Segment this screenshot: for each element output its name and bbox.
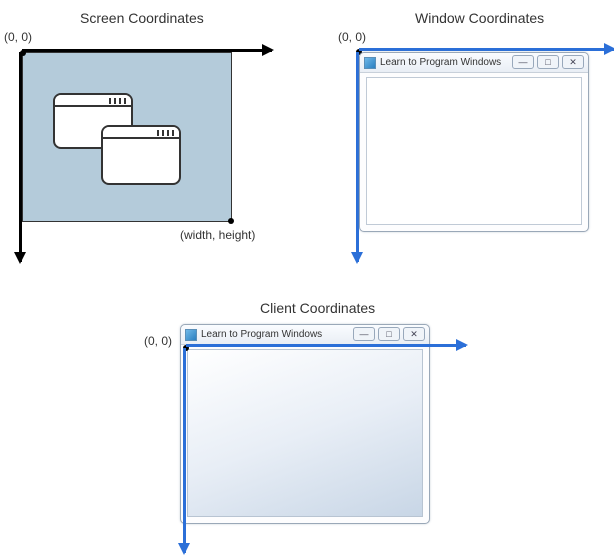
origin-label: (0, 0) xyxy=(144,334,172,348)
app-icon xyxy=(364,57,376,69)
window-control-buttons: ― □ ✕ xyxy=(353,327,425,341)
window-title-text: Learn to Program Windows xyxy=(201,329,322,340)
client-area xyxy=(366,77,582,225)
origin-dot xyxy=(20,50,26,56)
x-axis-arrow xyxy=(359,48,614,51)
window-title-text: Learn to Program Windows xyxy=(380,57,501,68)
panel-title: Screen Coordinates xyxy=(80,10,204,26)
origin-label: (0, 0) xyxy=(338,30,366,44)
panel-title: Client Coordinates xyxy=(260,300,375,316)
dimension-label: (width, height) xyxy=(180,228,255,242)
client-area xyxy=(187,349,423,517)
app-icon xyxy=(185,329,197,341)
desktop-rect xyxy=(22,52,232,222)
window-titlebar: Learn to Program Windows ― □ ✕ xyxy=(360,53,588,73)
x-axis-arrow xyxy=(186,344,466,347)
window-control-buttons: ― □ ✕ xyxy=(512,55,584,69)
maximize-icon: □ xyxy=(537,55,559,69)
minimize-icon: ― xyxy=(512,55,534,69)
mini-window-icon xyxy=(101,125,181,185)
extent-dot xyxy=(228,218,234,224)
panel-title: Window Coordinates xyxy=(415,10,544,26)
sample-window: Learn to Program Windows ― □ ✕ xyxy=(180,324,430,524)
minimize-icon: ― xyxy=(353,327,375,341)
sample-window: Learn to Program Windows ― □ ✕ xyxy=(359,52,589,232)
y-axis-arrow xyxy=(183,348,186,553)
origin-label: (0, 0) xyxy=(4,30,32,44)
window-coordinates-panel: Window Coordinates (0, 0) Learn to Progr… xyxy=(330,0,614,280)
maximize-icon: □ xyxy=(378,327,400,341)
close-icon: ✕ xyxy=(403,327,425,341)
screen-coordinates-panel: Screen Coordinates (0, 0) (width, height… xyxy=(0,0,300,280)
client-coordinates-panel: Client Coordinates (0, 0) Learn to Progr… xyxy=(140,300,480,558)
window-titlebar: Learn to Program Windows ― □ ✕ xyxy=(181,325,429,345)
close-icon: ✕ xyxy=(562,55,584,69)
